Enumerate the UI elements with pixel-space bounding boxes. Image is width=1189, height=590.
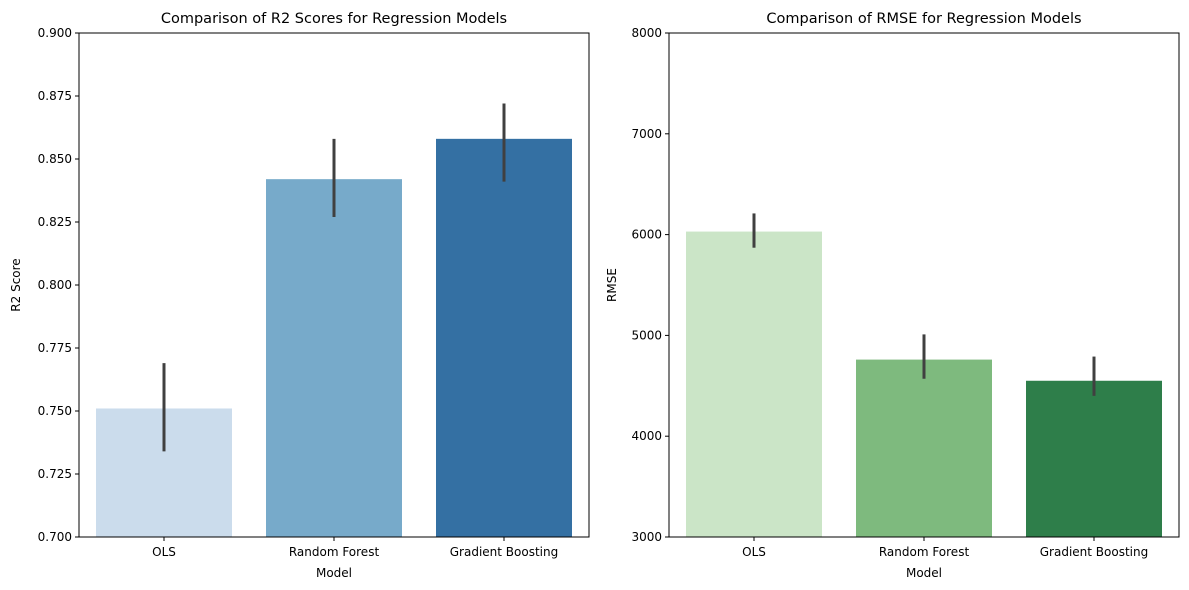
rmse-y-axis-label: RMSE xyxy=(605,268,619,302)
rmse-y-tick-label-1: 4000 xyxy=(631,429,662,443)
r2-x-tick-label-1: Random Forest xyxy=(289,545,380,559)
r2-y-tick-label-1: 0.725 xyxy=(38,467,72,481)
rmse-y-tick-label-0: 3000 xyxy=(631,530,662,544)
r2-x-axis: OLS Random Forest Gradient Boosting xyxy=(152,537,558,559)
rmse-chart-title: Comparison of RMSE for Regression Models xyxy=(766,11,1081,27)
r2-x-axis-label: Model xyxy=(316,566,352,580)
rmse-bars xyxy=(686,231,1162,538)
r2-y-tick-label-3: 0.775 xyxy=(38,341,72,355)
r2-bars xyxy=(96,138,572,537)
r2-y-axis-label: R2 Score xyxy=(9,258,23,311)
r2-chart: Comparison of R2 Scores for Regression M… xyxy=(9,11,590,580)
rmse-x-tick-label-0: OLS xyxy=(742,545,766,559)
r2-y-tick-label-8: 0.900 xyxy=(38,26,72,40)
rmse-y-axis: 3000 4000 5000 6000 7000 8000 xyxy=(631,26,669,544)
rmse-chart: Comparison of RMSE for Regression Models… xyxy=(605,11,1180,580)
rmse-x-axis-label: Model xyxy=(906,566,942,580)
rmse-bar-0 xyxy=(686,231,822,538)
rmse-x-tick-label-1: Random Forest xyxy=(879,545,970,559)
rmse-error-bars xyxy=(752,213,1096,396)
r2-y-tick-label-7: 0.875 xyxy=(38,89,72,103)
rmse-bar-1 xyxy=(856,359,992,537)
rmse-bar-2 xyxy=(1026,380,1162,537)
rmse-y-tick-label-5: 8000 xyxy=(631,26,662,40)
r2-y-axis: 0.700 0.725 0.750 0.775 0.800 0.825 0.850 0.875… xyxy=(38,26,79,544)
r2-bar-2 xyxy=(436,138,572,537)
rmse-y-tick-label-4: 7000 xyxy=(631,127,662,141)
rmse-x-tick-label-2: Gradient Boosting xyxy=(1040,545,1148,559)
r2-x-tick-label-0: OLS xyxy=(152,545,176,559)
rmse-y-tick-label-2: 5000 xyxy=(631,328,662,342)
r2-y-tick-label-2: 0.750 xyxy=(38,404,72,418)
r2-y-tick-label-4: 0.800 xyxy=(38,278,72,292)
r2-bar-1 xyxy=(266,179,402,537)
rmse-x-axis: OLS Random Forest Gradient Boosting xyxy=(742,537,1148,559)
r2-chart-title: Comparison of R2 Scores for Regression M… xyxy=(161,11,507,27)
r2-x-tick-label-2: Gradient Boosting xyxy=(450,545,558,559)
rmse-y-tick-label-3: 6000 xyxy=(631,228,662,242)
r2-y-tick-label-5: 0.825 xyxy=(38,215,72,229)
r2-y-tick-label-0: 0.700 xyxy=(38,530,72,544)
r2-error-bars xyxy=(162,103,506,452)
r2-y-tick-label-6: 0.850 xyxy=(38,152,72,166)
